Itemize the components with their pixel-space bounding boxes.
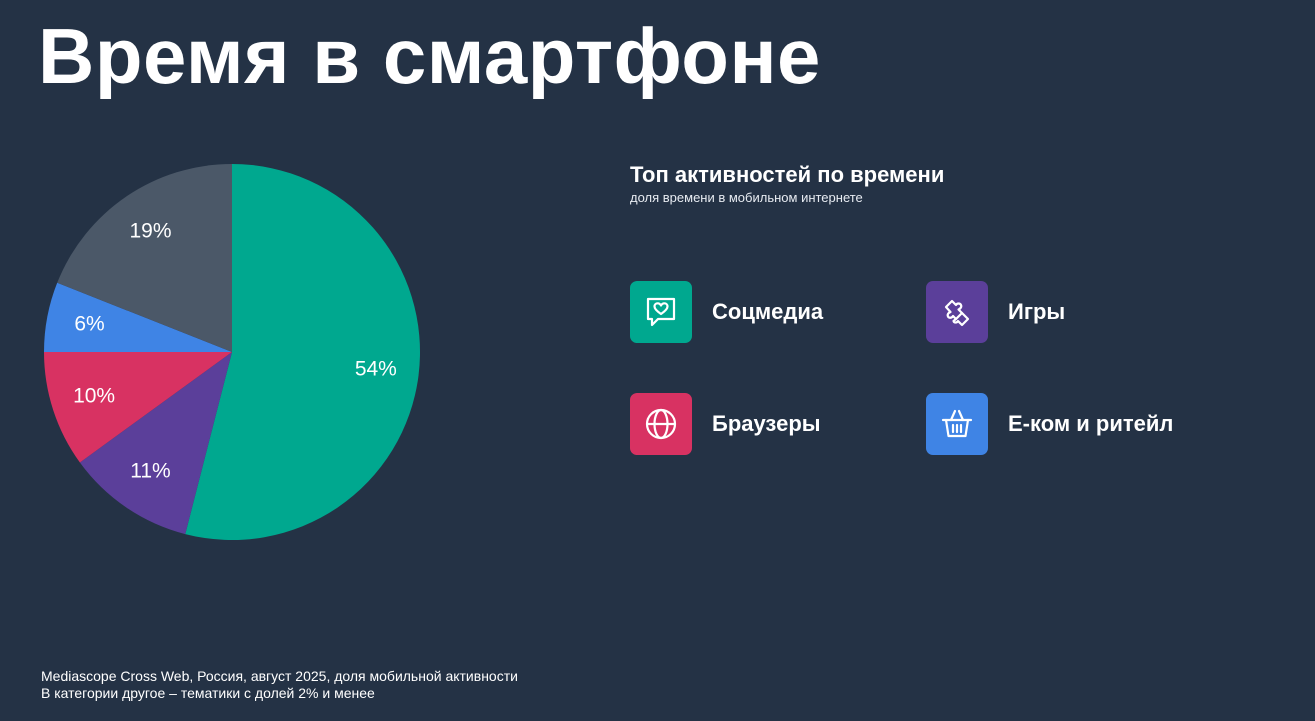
legend-label: Игры (1008, 299, 1066, 324)
legend-header: Топ активностей по времени доля времени … (630, 160, 944, 206)
globe-icon (630, 393, 692, 455)
pie-slice (44, 352, 232, 463)
pie-slice-label: 54% (355, 358, 397, 381)
pie-slice-label: 10% (73, 384, 115, 407)
pie-slice (44, 282, 232, 352)
page-title: Время в смартфоне (38, 12, 821, 100)
pie-chart: 54% 11% 10% 6% 19% (44, 164, 421, 540)
footnote-line: В категории другое – тематики с долей 2%… (41, 685, 375, 701)
chat-heart-icon (630, 281, 692, 343)
basket-icon (926, 393, 988, 455)
legend-label: Е-ком и ритейл (1008, 411, 1174, 436)
pie-slice (57, 164, 232, 352)
legend-item-ecom: Е-ком и ритейл (926, 393, 1173, 455)
pie-slice (185, 164, 421, 540)
footnote: Mediascope Cross Web, Россия, август 202… (41, 668, 518, 702)
legend-item-browsers: Браузеры (630, 393, 821, 455)
legend-item-socmedia: Соцмедиа (630, 281, 823, 343)
pie-slice-label: 11% (130, 459, 170, 482)
legend-title: Топ активностей по времени (630, 162, 945, 187)
footnote-line: Mediascope Cross Web, Россия, август 202… (41, 668, 518, 684)
pie-slice-label: 19% (129, 220, 171, 243)
legend-item-games: Игры (926, 281, 1065, 343)
legend-label: Соцмедиа (712, 299, 824, 324)
legend-subtitle: доля времени в мобильном интернете (630, 190, 863, 205)
pie-slice (79, 352, 232, 535)
puzzle-icon (926, 281, 988, 343)
pie-slice-label: 6% (74, 312, 104, 335)
legend-label: Браузеры (712, 411, 821, 436)
